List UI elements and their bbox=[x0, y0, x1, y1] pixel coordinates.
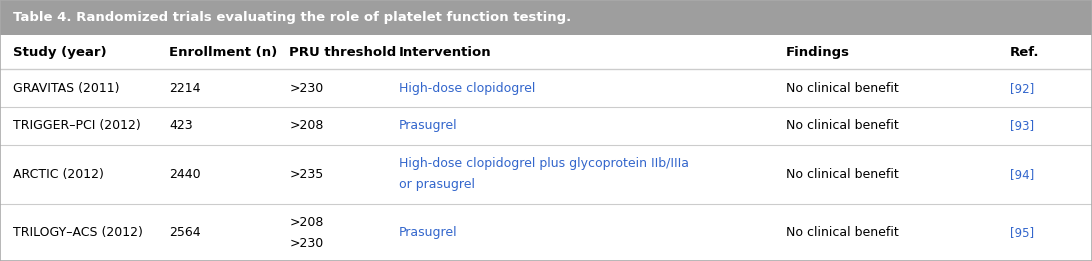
Text: >208: >208 bbox=[289, 216, 323, 229]
Text: >230: >230 bbox=[289, 82, 323, 94]
Text: 2440: 2440 bbox=[169, 168, 201, 181]
Text: [95]: [95] bbox=[1010, 226, 1034, 239]
Text: ARCTIC (2012): ARCTIC (2012) bbox=[13, 168, 104, 181]
Text: >230: >230 bbox=[289, 237, 323, 250]
Bar bbox=[0, 0, 1092, 35]
Text: 2214: 2214 bbox=[169, 82, 201, 94]
Text: Study (year): Study (year) bbox=[13, 46, 107, 59]
Text: Ref.: Ref. bbox=[1010, 46, 1040, 59]
Text: GRAVITAS (2011): GRAVITAS (2011) bbox=[13, 82, 120, 94]
Text: 2564: 2564 bbox=[169, 226, 201, 239]
Text: No clinical benefit: No clinical benefit bbox=[786, 226, 899, 239]
Text: Table 4. Randomized trials evaluating the role of platelet function testing.: Table 4. Randomized trials evaluating th… bbox=[13, 11, 571, 24]
Text: [94]: [94] bbox=[1010, 168, 1034, 181]
Text: No clinical benefit: No clinical benefit bbox=[786, 82, 899, 94]
Text: High-dose clopidogrel: High-dose clopidogrel bbox=[399, 82, 535, 94]
Text: Findings: Findings bbox=[786, 46, 851, 59]
Text: High-dose clopidogrel plus glycoprotein IIb/IIIa: High-dose clopidogrel plus glycoprotein … bbox=[399, 157, 689, 170]
Text: or prasugrel: or prasugrel bbox=[399, 178, 475, 191]
Text: Prasugrel: Prasugrel bbox=[399, 226, 458, 239]
Text: >235: >235 bbox=[289, 168, 323, 181]
Text: >208: >208 bbox=[289, 120, 323, 132]
Text: No clinical benefit: No clinical benefit bbox=[786, 168, 899, 181]
Text: [93]: [93] bbox=[1010, 120, 1034, 132]
Text: [92]: [92] bbox=[1010, 82, 1034, 94]
Text: Intervention: Intervention bbox=[399, 46, 491, 59]
Text: PRU threshold: PRU threshold bbox=[289, 46, 396, 59]
Text: Enrollment (n): Enrollment (n) bbox=[169, 46, 277, 59]
Text: TRILOGY–ACS (2012): TRILOGY–ACS (2012) bbox=[13, 226, 143, 239]
Text: TRIGGER–PCI (2012): TRIGGER–PCI (2012) bbox=[13, 120, 141, 132]
Text: Prasugrel: Prasugrel bbox=[399, 120, 458, 132]
Text: 423: 423 bbox=[169, 120, 193, 132]
Text: No clinical benefit: No clinical benefit bbox=[786, 120, 899, 132]
